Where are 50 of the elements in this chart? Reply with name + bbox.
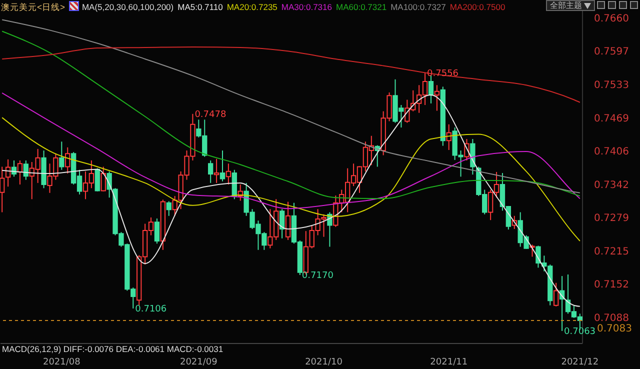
ref-line-label: 0.7083 — [597, 324, 632, 335]
x-tick-label: 2021/09 — [180, 358, 218, 368]
text: MA30:0.7316 — [281, 2, 332, 12]
candlestick — [279, 208, 285, 239]
candlestick — [530, 244, 535, 258]
annotation: 0.7170 — [302, 271, 334, 281]
candlestick — [220, 150, 226, 182]
chart-title: 澳元美元<日线> — [1, 2, 65, 12]
candlestick — [65, 146, 70, 174]
candlestick — [285, 201, 291, 240]
y-tick-label: 0.7469 — [594, 114, 629, 125]
x-tick-label: 2021/10 — [305, 358, 343, 368]
x-tick-label: 2021/11 — [430, 358, 468, 368]
y-tick-label: 0.7088 — [594, 312, 629, 324]
text: MA60:0.7321 — [336, 2, 387, 12]
candlestick — [59, 141, 64, 170]
y-tick-label: 0.7597 — [594, 46, 629, 58]
text: MA100:0.7327 — [390, 2, 446, 12]
annotation: 0.7106 — [135, 304, 167, 314]
y-tick-label: 0.7215 — [594, 246, 629, 258]
x-tick-label: 2021/08 — [42, 358, 81, 368]
line-series — [2, 117, 580, 242]
y-tick-label: 0.7406 — [594, 146, 629, 158]
candlestick — [208, 160, 214, 184]
candlestick — [100, 166, 106, 192]
annotation: 全部主题 — [550, 1, 582, 10]
y-tick-label: 0.7279 — [594, 212, 629, 224]
text: MA200:0.7500 — [450, 2, 506, 12]
annotation: 0.7063 — [564, 326, 596, 337]
y-tick-label: 0.7660 — [594, 14, 629, 25]
chart-subtitle: MA(5,20,30,60,100,200) — [82, 2, 174, 12]
candlestick — [23, 160, 28, 180]
candlestick — [434, 84, 440, 112]
line-series — [2, 46, 580, 103]
candlestick — [226, 163, 232, 186]
y-tick-label: 0.7152 — [594, 279, 629, 290]
candlestick — [154, 218, 160, 244]
candlestick — [554, 282, 559, 307]
annotation: 0.7478 — [194, 110, 226, 120]
text: MACD(26,12,9) DIFF:-0.0076 DEA:-0.0061 MACD:-0.0031 — [2, 344, 224, 354]
candlestick — [166, 200, 172, 216]
candlestick — [94, 168, 100, 192]
y-tick-label: 0.7342 — [594, 180, 629, 192]
text: MA20:0.7235 — [226, 2, 278, 12]
candlestick — [5, 158, 11, 188]
x-tick-label: 2021/12 — [561, 358, 599, 368]
candlestick — [214, 158, 220, 184]
y-tick-label: 0.7533 — [594, 80, 629, 92]
candlestick — [428, 74, 434, 104]
text: MA5:0.7110 — [178, 2, 223, 12]
